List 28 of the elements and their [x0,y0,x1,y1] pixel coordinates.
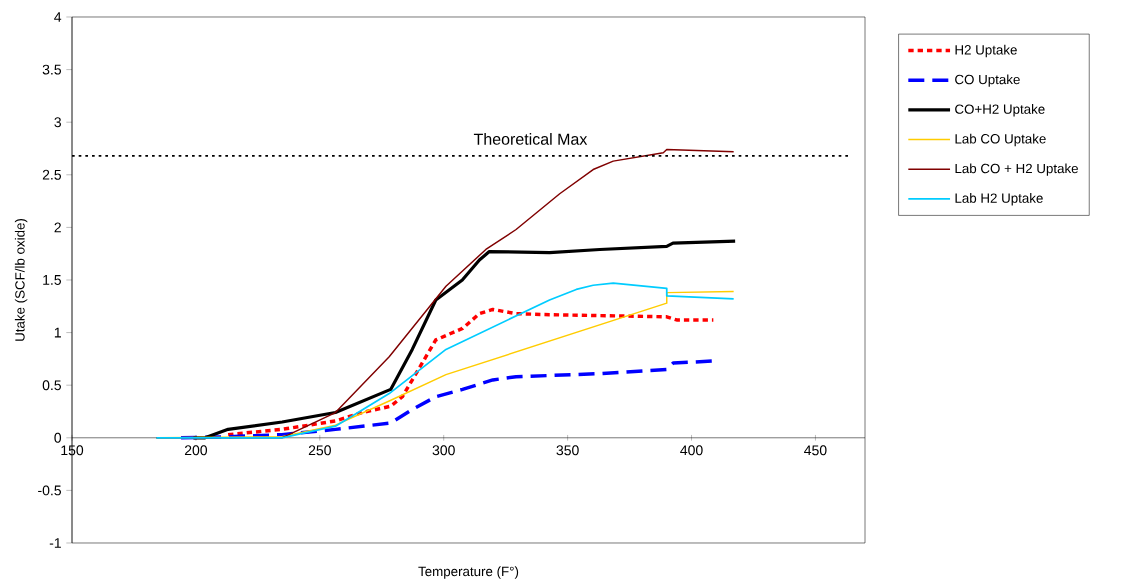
x-axis-title: Temperature (F°) [418,566,519,579]
y-tick-label: 3 [54,117,61,128]
x-tick-label: 250 [308,445,331,456]
y-tick-label: -0.5 [38,485,62,496]
line-series [226,307,716,437]
y-axis-title: Utake (SCF/lb oxide) [14,218,28,341]
y-tick-label: 1 [54,327,61,338]
y-tick-label: 4 [54,12,62,22]
y-tick-label: 2 [54,222,61,233]
x-tick-label: 150 [61,445,84,456]
y-tick-label: -1 [49,538,61,548]
y-tick-label: 0 [54,432,62,443]
x-tick-label: 450 [804,445,827,456]
legend-label: H2 Uptake [955,44,1017,58]
x-tick-label: 300 [432,445,455,456]
legend-label: CO Uptake [955,74,1020,87]
legend-label: Lab CO + H2 Uptake [955,163,1078,176]
y-tick-label: 1.5 [43,275,62,285]
y-tick-label: 2.5 [42,169,62,180]
legend-label: Lab CO Uptake [955,133,1046,147]
x-tick-label: 400 [680,445,703,456]
x-tick-label: 350 [556,445,579,456]
x-tick-label: 200 [184,445,208,456]
y-tick-label: 3.5 [42,64,62,75]
y-tick-label: 0.5 [42,380,62,391]
legend-label: Lab H2 Uptake [955,192,1043,206]
ref-line-label: Theoretical Max [473,132,588,145]
legend-label: CO+H2 Uptake [955,103,1045,117]
